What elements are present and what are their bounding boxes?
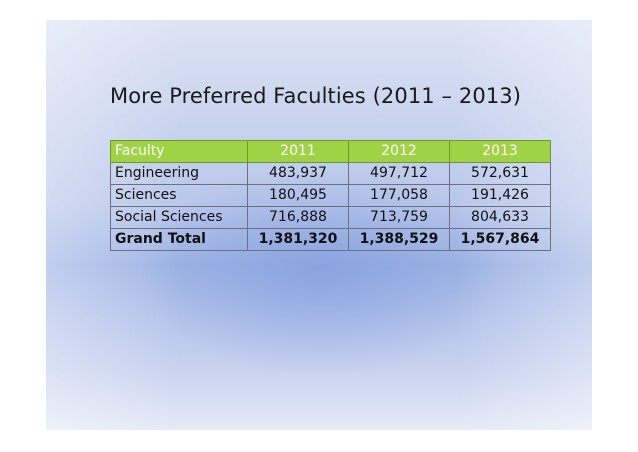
row-2012: 1,388,529 [348,228,450,251]
row-2013: 804,633 [449,206,551,229]
header-2012: 2012 [348,140,450,163]
row-faculty: Social Sciences [110,206,248,229]
table-row: Social Sciences 716,888 713,759 804,633 [110,206,551,229]
header-2011: 2011 [247,140,349,163]
row-faculty: Engineering [110,162,248,185]
header-faculty: Faculty [110,140,248,163]
row-faculty: Sciences [110,184,248,207]
row-2011: 1,381,320 [247,228,349,251]
row-2013: 572,631 [449,162,551,185]
row-2012: 177,058 [348,184,450,207]
row-2011: 483,937 [247,162,349,185]
table-row: Sciences 180,495 177,058 191,426 [110,184,551,207]
slide: More Preferred Faculties (2011 – 2013) F… [46,20,592,430]
row-2011: 716,888 [247,206,349,229]
slide-title: More Preferred Faculties (2011 – 2013) [110,84,522,108]
row-2012: 713,759 [348,206,450,229]
faculties-table: Faculty 2011 2012 2013 Engineering 483,9… [110,140,551,251]
row-2011: 180,495 [247,184,349,207]
table-row-grand-total: Grand Total 1,381,320 1,388,529 1,567,86… [110,228,551,251]
row-2013: 1,567,864 [449,228,551,251]
header-2013: 2013 [449,140,551,163]
table-row: Engineering 483,937 497,712 572,631 [110,162,551,185]
row-faculty: Grand Total [110,228,248,251]
table-header-row: Faculty 2011 2012 2013 [110,140,551,163]
row-2013: 191,426 [449,184,551,207]
row-2012: 497,712 [348,162,450,185]
